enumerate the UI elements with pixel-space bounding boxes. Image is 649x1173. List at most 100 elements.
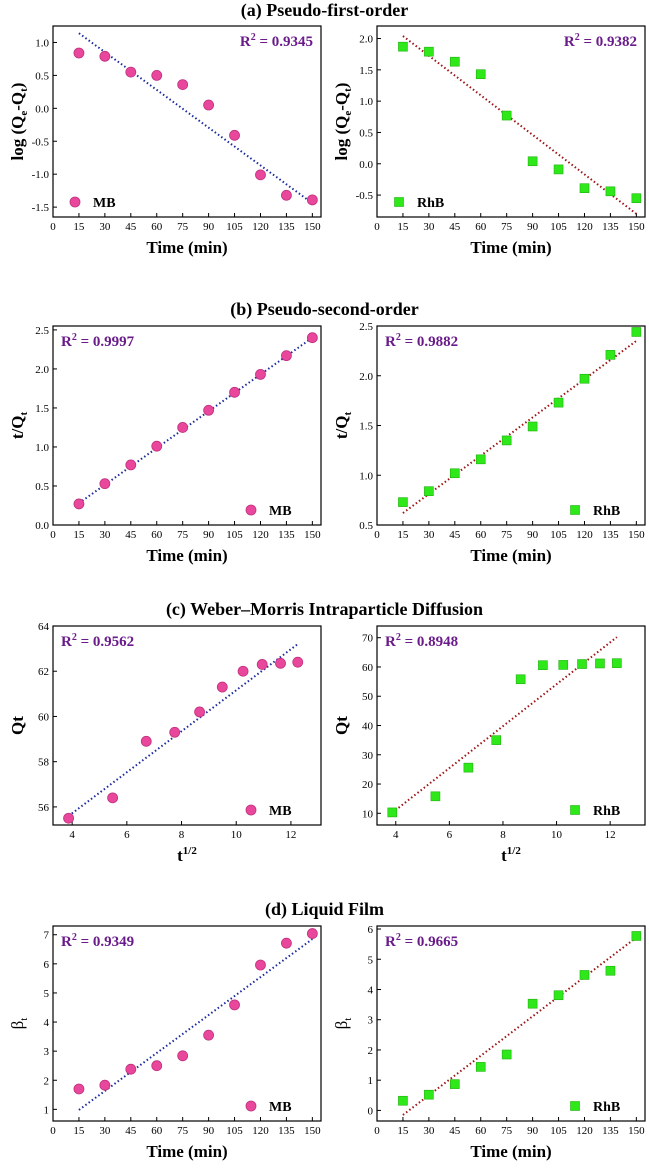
legend-label: RhB	[593, 804, 620, 819]
y-tick-label: 0.0	[35, 520, 49, 532]
y-tick-label: 1.5	[35, 403, 49, 415]
y-tick-label: 1.0	[359, 96, 373, 108]
x-tick-label: 90	[203, 221, 215, 233]
r-squared-label: R2 = 0.9562	[61, 632, 134, 650]
plot-frame	[52, 25, 322, 218]
x-tick-label: 150	[628, 221, 645, 233]
y-tick-label: 2.5	[35, 325, 49, 337]
data-point-rhb	[612, 658, 622, 668]
legend-label: MB	[269, 504, 292, 519]
x-tick-label: 4	[69, 829, 75, 841]
x-tick-label: 120	[252, 1125, 269, 1137]
x-axis-label: t1/2	[501, 845, 521, 865]
x-tick-label: 30	[423, 1125, 435, 1137]
y-tick-label: 1.5	[359, 65, 373, 77]
plot-frame	[52, 925, 322, 1122]
fit-line	[402, 340, 637, 514]
x-tick-label: 10	[551, 829, 563, 841]
data-point-mb	[107, 792, 119, 804]
data-point-rhb	[631, 327, 642, 337]
x-axis-label: t1/2	[177, 845, 197, 865]
y-tick-label: 1.0	[35, 442, 49, 454]
data-point-rhb	[398, 497, 408, 507]
legend-marker-rhb	[570, 1101, 580, 1111]
x-tick-label: 105	[550, 529, 567, 541]
x-tick-label: 135	[278, 1125, 295, 1137]
plot-frame	[376, 325, 646, 526]
y-tick-label: 50	[362, 691, 374, 703]
section-title-d: (d) Liquid Film	[264, 899, 385, 919]
y-tick-label: 0.5	[35, 70, 49, 82]
x-tick-label: 12	[605, 829, 616, 841]
data-point-mb	[229, 999, 240, 1011]
data-point-mb	[177, 422, 189, 433]
y-tick-label: 10	[362, 808, 374, 820]
y-tick-label: 4	[368, 984, 374, 996]
data-point-mb	[151, 440, 163, 452]
y-axis-label: log (Qe-Qt)	[8, 83, 30, 161]
data-point-mb	[194, 706, 205, 718]
y-tick-label: -0.5	[356, 190, 374, 202]
data-point-rhb	[595, 658, 605, 669]
data-point-rhb	[605, 965, 616, 976]
data-point-mb	[125, 459, 137, 471]
data-point-mb	[292, 656, 304, 668]
r-squared-label: R2 = 0.9349	[61, 932, 134, 950]
data-point-rhb	[631, 193, 642, 204]
data-point-mb	[99, 478, 111, 490]
section-title-c: (c) Weber–Morris Intraparticle Diffusion	[165, 599, 484, 619]
y-tick-label: 2.5	[359, 321, 373, 333]
r-squared-label: R2 = 0.8948	[385, 632, 458, 650]
x-tick-label: 75	[177, 1125, 189, 1137]
chart-b-mb: 0 15 30 45 60 75 90 105 120 135 150 0.0 0.5 1.0 1.5 2.0…	[8, 325, 322, 565]
y-axis-label: log (Qe-Qt)	[332, 83, 354, 161]
r-squared-value: = 0.8948	[401, 634, 458, 650]
y-tick-label: 0.5	[35, 481, 49, 493]
plot-frame	[52, 325, 322, 526]
data-point-mb	[73, 47, 85, 59]
data-point-mb	[203, 1029, 215, 1041]
x-tick-label: 0	[374, 1125, 380, 1137]
r-squared-value: = 0.9665	[401, 934, 458, 950]
x-axis-label: Time (min)	[146, 238, 227, 257]
x-tick-label: 60	[151, 529, 163, 541]
legend-label: MB	[269, 1100, 292, 1115]
data-point-rhb	[387, 807, 398, 818]
data-point-rhb	[605, 186, 616, 197]
fit-line	[402, 936, 637, 1116]
section-title-b: (b) Pseudo-second-order	[230, 299, 419, 319]
x-tick-label: 6	[447, 829, 453, 841]
fit-line	[78, 336, 313, 504]
y-tick-label: 64	[38, 621, 50, 633]
data-point-rhb	[398, 41, 408, 52]
y-axis-label: t/Qt	[8, 412, 30, 440]
x-tick-label: 90	[527, 221, 539, 233]
x-tick-label: 0	[50, 1125, 56, 1137]
x-tick-label: 135	[602, 529, 619, 541]
r-squared-label: R2 = 0.9997	[61, 332, 135, 350]
x-tick-label: 45	[449, 1125, 461, 1137]
legend-marker-mb	[245, 804, 257, 816]
chart-a-rhb: 0 15 30 45 60 75 90 105 120 135 150 -0.5 0.0 0.5 1.0 1.…	[332, 25, 646, 257]
x-tick-label: 105	[550, 221, 567, 233]
x-tick-label: 60	[475, 221, 487, 233]
x-tick-label: 45	[449, 529, 461, 541]
data-point-rhb	[605, 350, 616, 360]
data-point-rhb	[463, 762, 474, 773]
data-point-mb	[151, 1060, 163, 1072]
data-point-rhb	[579, 373, 590, 384]
data-point-rhb	[553, 397, 564, 408]
y-axis-label: βt	[332, 1018, 354, 1030]
x-tick-label: 135	[278, 221, 295, 233]
y-tick-label: 60	[38, 711, 50, 723]
y-tick-label: 2	[368, 1045, 374, 1057]
y-tick-label: -0.5	[32, 136, 50, 148]
x-tick-label: 15	[397, 221, 409, 233]
data-point-mb	[281, 350, 292, 362]
x-tick-label: 45	[449, 221, 461, 233]
x-tick-label: 150	[628, 1125, 645, 1137]
data-point-rhb	[538, 660, 548, 671]
x-axis-label: Time (min)	[146, 546, 227, 565]
